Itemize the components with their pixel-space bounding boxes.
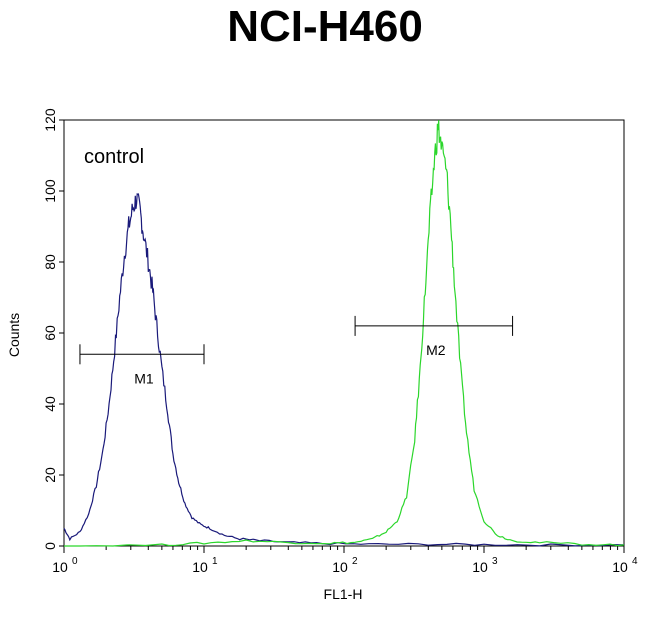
- x-axis-label: FL1-H: [324, 586, 363, 602]
- y-tick-label: 40: [42, 396, 58, 412]
- x-tick-exponent: 0: [72, 556, 78, 567]
- x-tick-exponent: 2: [352, 556, 358, 567]
- x-tick-label: 10: [332, 559, 348, 575]
- gate-marker-label: M1: [134, 370, 154, 386]
- x-tick-label: 10: [612, 559, 628, 575]
- histogram-series-2: [64, 120, 625, 547]
- histogram-series-1: [63, 193, 625, 547]
- y-tick-label: 120: [42, 108, 58, 132]
- gate-marker-label: M2: [426, 342, 446, 358]
- x-tick-label: 10: [472, 559, 488, 575]
- y-tick-label: 80: [42, 254, 58, 270]
- x-tick-exponent: 1: [212, 556, 218, 567]
- y-tick-label: 0: [42, 542, 58, 550]
- y-tick-label: 20: [42, 467, 58, 483]
- y-tick-label: 100: [42, 179, 58, 203]
- plot-frame: [63, 119, 625, 547]
- control-annotation: control: [84, 146, 144, 168]
- x-tick-exponent: 3: [492, 556, 498, 567]
- x-tick-label: 10: [52, 559, 68, 575]
- y-tick-label: 60: [42, 325, 58, 341]
- chart-title: NCI-H460: [227, 2, 423, 51]
- x-tick-exponent: 4: [632, 556, 638, 567]
- x-tick-label: 10: [192, 559, 208, 575]
- y-axis-label: Counts: [6, 313, 22, 357]
